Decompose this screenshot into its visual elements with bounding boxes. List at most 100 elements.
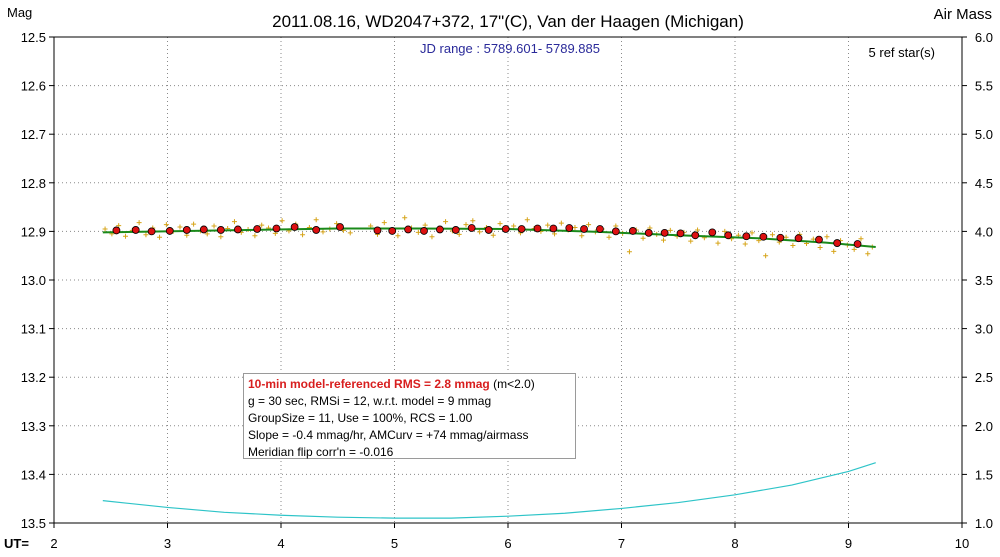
binned-point [596, 225, 604, 233]
binned-point [708, 228, 717, 237]
binned-point [565, 224, 574, 232]
raw-point [347, 230, 353, 236]
binned-point [759, 232, 768, 241]
binned-point [253, 225, 262, 233]
raw-point [722, 228, 728, 234]
binned-point [216, 226, 225, 234]
raw-point [143, 232, 149, 238]
binned-point [628, 227, 637, 235]
raw-point [402, 215, 408, 221]
rms-headline: 10-min model-referenced RMS = 2.8 mmag [248, 377, 490, 391]
stats-line-group: GroupSize = 11, Use = 100%, RCS = 1.00 [248, 411, 473, 425]
x-tick-label: 4 [277, 536, 284, 551]
y-left-tick-label: 12.6 [21, 79, 46, 94]
binned-point [724, 231, 733, 240]
y-right-tick-label: 3.5 [975, 273, 993, 288]
raw-point [422, 222, 428, 228]
y-right-tick-label: 4.0 [975, 224, 993, 239]
binned-point [420, 227, 428, 235]
binned-point [794, 234, 803, 243]
raw-point [490, 232, 496, 238]
raw-point [545, 222, 551, 228]
raw-point [177, 224, 183, 230]
binned-point [233, 225, 242, 234]
raw-point [477, 229, 483, 235]
raw-point [102, 226, 108, 232]
raw-point [790, 242, 796, 248]
y-left-tick-label: 12.8 [21, 176, 46, 191]
raw-point [157, 234, 163, 240]
raw-point [300, 232, 306, 238]
y-right-tick-label: 4.5 [975, 176, 993, 191]
y-right-tick-label: 1.0 [975, 516, 993, 531]
y-right-tick-label: 2.0 [975, 419, 993, 434]
raw-point [470, 218, 476, 224]
x-tick-label: 7 [618, 536, 625, 551]
series [102, 215, 876, 519]
binned-point [742, 232, 751, 241]
raw-point [443, 219, 449, 225]
raw-point [259, 222, 265, 228]
binned-point [451, 226, 460, 234]
raw-point [865, 251, 871, 257]
raw-point [497, 221, 503, 227]
binned-point [272, 224, 281, 233]
binned-point [388, 227, 397, 235]
raw-point [456, 231, 462, 237]
raw-point [463, 222, 469, 228]
raw-point [763, 253, 769, 259]
raw-point [831, 248, 837, 254]
binned-point [644, 228, 653, 237]
x-tick-label: 9 [845, 536, 852, 551]
y-left-tick-label: 13.5 [21, 516, 46, 531]
y-right-tick-label: 3.0 [975, 322, 993, 337]
binned-point [165, 227, 174, 235]
binned-point [290, 223, 299, 231]
raw-point [524, 217, 530, 223]
grid [54, 37, 962, 523]
raw-point [313, 217, 319, 223]
binned-point [691, 231, 700, 240]
ref-stars: 5 ref star(s) [869, 45, 935, 60]
x-tick-label: 10 [955, 536, 969, 551]
stats-line-slope: Slope = -0.4 mmag/hr, AMCurv = +74 mmag/… [248, 428, 529, 442]
binned-point [467, 224, 476, 232]
binned-point [580, 225, 588, 233]
binned-point [484, 226, 493, 234]
stats-box: 10-min model-referenced RMS = 2.8 mmag (… [243, 373, 576, 459]
y-left-tick-label: 13.4 [21, 467, 46, 482]
y-left-tick-label: 13.3 [21, 419, 46, 434]
binned-point [182, 226, 191, 234]
raw-point [715, 240, 721, 246]
jd-range: JD range : 5789.601- 5789.885 [420, 41, 600, 56]
binned-point [199, 225, 208, 234]
binned-point [853, 240, 862, 248]
chart-title: 2011.08.16, WD2047+372, 17"(C), Van der … [272, 12, 744, 31]
raw-point [415, 229, 421, 235]
raw-point [381, 220, 387, 226]
raw-point [116, 223, 122, 229]
raw-point [204, 231, 210, 237]
y-axis-label-left: Mag [7, 5, 32, 20]
y-left-tick-label: 13.0 [21, 273, 46, 288]
binned-point [815, 235, 823, 244]
y-left-tick-label: 12.7 [21, 127, 46, 142]
binned-point [517, 225, 526, 233]
rms-condition: (m<2.0) [489, 377, 535, 391]
raw-point [824, 234, 830, 240]
raw-point [395, 233, 401, 239]
raw-point [191, 221, 197, 227]
raw-point [511, 223, 517, 229]
raw-point [231, 219, 237, 225]
y-right-tick-label: 5.5 [975, 79, 993, 94]
raw-point [606, 234, 612, 240]
binned-point [501, 225, 510, 233]
raw-point [783, 234, 789, 240]
binned-point [131, 226, 140, 234]
y-right-tick-label: 1.5 [975, 467, 993, 482]
raw-point [688, 238, 694, 244]
x-tick-label: 2 [50, 536, 57, 551]
raw-point [572, 225, 578, 231]
binned-point [776, 233, 785, 242]
